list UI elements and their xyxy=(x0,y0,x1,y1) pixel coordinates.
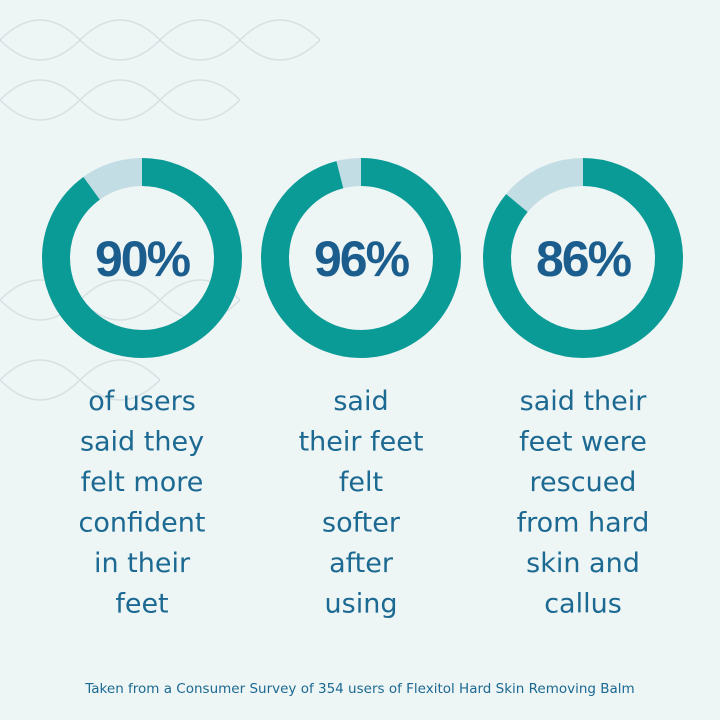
caption-line: of users xyxy=(88,386,196,417)
donut-arc xyxy=(261,158,461,358)
caption-line: skin and xyxy=(526,548,640,579)
caption-line: from hard xyxy=(517,508,650,539)
donut-arc xyxy=(42,158,242,358)
caption-line: confident xyxy=(79,508,206,539)
donut-label: 86% xyxy=(536,231,632,287)
caption-line: using xyxy=(325,589,398,620)
caption-line: their feet xyxy=(299,427,424,458)
caption-line: rescued xyxy=(530,467,637,498)
caption-line: felt more xyxy=(81,467,204,498)
caption-line: said xyxy=(333,386,388,417)
donut-label: 96% xyxy=(314,231,410,287)
donut-label: 90% xyxy=(95,231,191,287)
caption-line: feet were xyxy=(519,427,647,458)
caption-line: in their xyxy=(94,548,191,579)
caption-line: said their xyxy=(520,386,648,417)
caption-line: softer xyxy=(322,508,401,539)
caption-line: felt xyxy=(339,467,383,498)
donut-arc xyxy=(483,158,683,358)
background-pattern xyxy=(0,19,321,401)
caption-line: said they xyxy=(80,427,204,458)
caption-line: callus xyxy=(544,589,622,620)
footnote: Taken from a Consumer Survey of 354 user… xyxy=(84,681,634,697)
caption-line: feet xyxy=(115,589,168,620)
caption-line: after xyxy=(329,548,394,579)
